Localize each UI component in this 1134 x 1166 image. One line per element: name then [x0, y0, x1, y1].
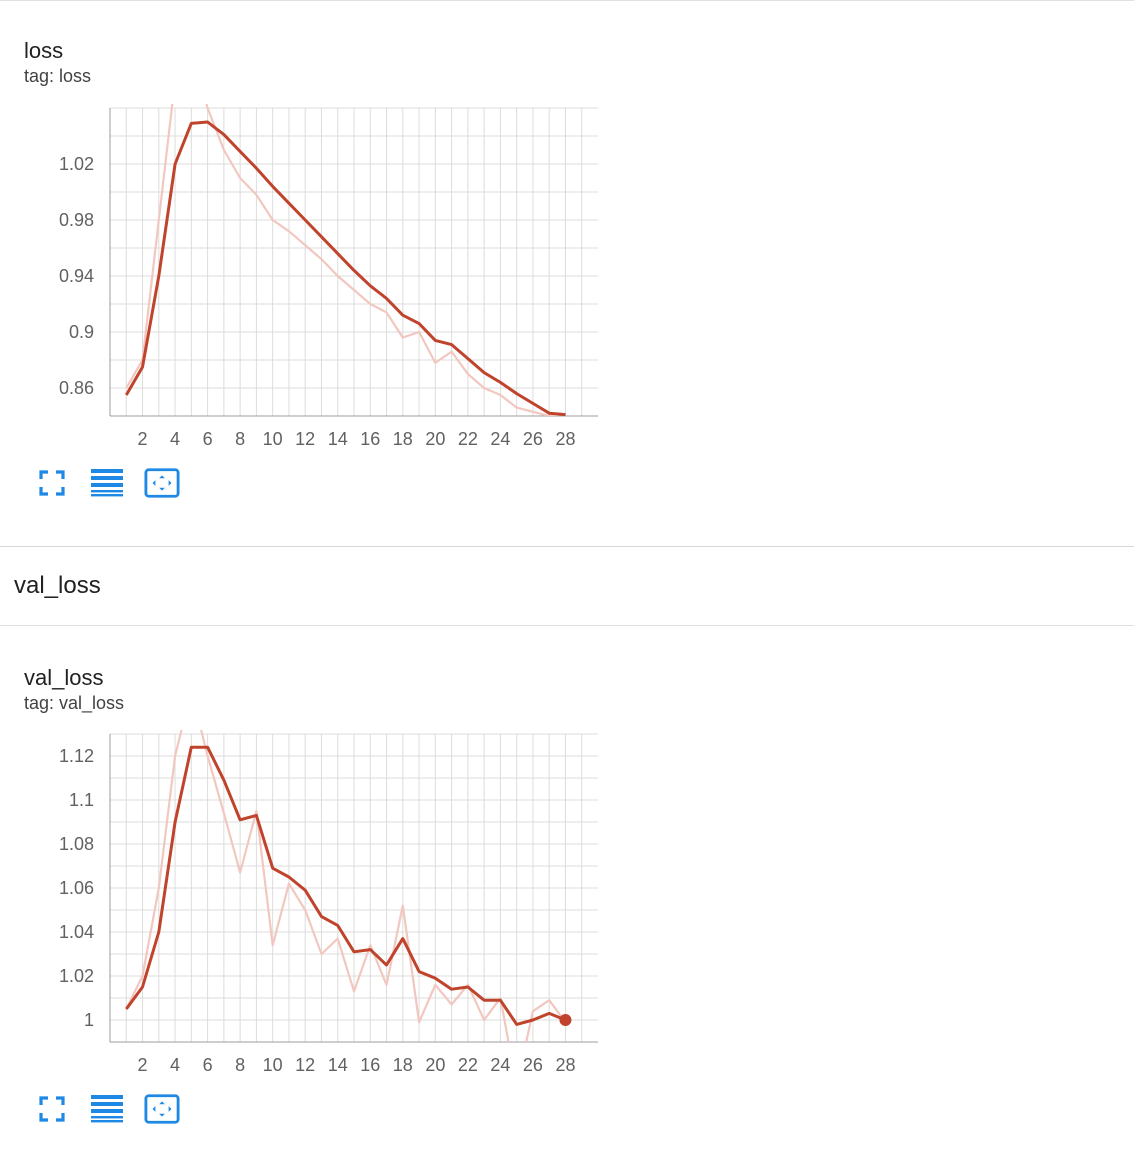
- fit-domain-icon[interactable]: [34, 1091, 70, 1127]
- y-tick-label: 1.1: [69, 790, 94, 810]
- y-tick-label: 0.86: [59, 378, 94, 398]
- x-tick-label: 12: [295, 1055, 315, 1075]
- chart-card-title: val_loss: [24, 665, 104, 690]
- x-tick-label: 22: [458, 1055, 478, 1075]
- y-tick-label: 1.02: [59, 154, 94, 174]
- x-tick-label: 4: [170, 429, 180, 449]
- reset-zoom-icon[interactable]: [144, 1091, 180, 1127]
- smoothed-series-line: [125, 745, 567, 1026]
- x-tick-label: 2: [138, 1055, 148, 1075]
- y-tick-label: 1.12: [59, 746, 94, 766]
- y-tick-label: 0.98: [59, 210, 94, 230]
- chart-card-tag: tag: val_loss: [24, 693, 125, 713]
- top-divider: [0, 0, 1134, 1]
- x-tick-label: 2: [138, 429, 148, 449]
- raw-series-line: [125, 104, 563, 416]
- y-tick-label: 0.94: [59, 266, 94, 286]
- y-tick-label: 1: [84, 1010, 94, 1030]
- y-tick-label: 0.9: [69, 322, 94, 342]
- reset-zoom-icon[interactable]: [144, 465, 180, 501]
- x-tick-label: 28: [555, 1055, 575, 1075]
- toggle-log-scale-icon[interactable]: [89, 465, 125, 501]
- x-tick-label: 24: [490, 429, 510, 449]
- x-tick-label: 10: [263, 1055, 283, 1075]
- fit-domain-icon[interactable]: [34, 465, 70, 501]
- x-tick-label: 6: [203, 429, 213, 449]
- toggle-log-scale-icon[interactable]: [89, 1091, 125, 1127]
- section-title: val_loss: [14, 572, 101, 599]
- x-tick-label: 16: [360, 429, 380, 449]
- y-tick-label: 1.04: [59, 922, 94, 942]
- y-tick-label: 1.02: [59, 966, 94, 986]
- chart-toolbar: [34, 1091, 199, 1127]
- raw-series-line: [125, 730, 567, 1042]
- x-tick-label: 16: [360, 1055, 380, 1075]
- series-group: [125, 104, 566, 416]
- y-tick-label: 1.06: [59, 878, 94, 898]
- x-tick-label: 6: [203, 1055, 213, 1075]
- x-tick-label: 26: [523, 429, 543, 449]
- val-loss-chart[interactable]: 11.021.041.061.081.11.122 4 6 8 10 12 14 16 18 20…: [0, 722, 620, 1082]
- section-divider: [0, 625, 1134, 626]
- loss-chart[interactable]: 0.860.90.940.981.022 4 6 8 10 12 14 16 18 20 22 24 2…: [0, 96, 620, 456]
- series-group: [125, 730, 567, 1042]
- chart-card-title: loss: [24, 38, 64, 63]
- x-tick-label: 12: [295, 429, 315, 449]
- x-tick-label: 14: [328, 1055, 348, 1075]
- x-tick-label: 14: [328, 429, 348, 449]
- x-tick-label: 8: [235, 429, 245, 449]
- chart-card-tag: tag: loss: [24, 66, 92, 86]
- x-tick-label: 28: [555, 429, 575, 449]
- x-tick-label: 4: [170, 1055, 180, 1075]
- x-tick-label: 18: [393, 429, 413, 449]
- x-tick-label: 26: [523, 1055, 543, 1075]
- chart-toolbar: [34, 465, 199, 501]
- x-tick-label: 20: [425, 429, 445, 449]
- y-tick-label: 1.08: [59, 834, 94, 854]
- x-tick-label: 8: [235, 1055, 245, 1075]
- section-divider: [0, 546, 1134, 547]
- x-tick-label: 10: [263, 429, 283, 449]
- x-tick-label: 22: [458, 429, 478, 449]
- x-tick-label: 18: [393, 1055, 413, 1075]
- x-tick-label: 20: [425, 1055, 445, 1075]
- last-point-marker: [559, 1014, 572, 1026]
- x-tick-label: 24: [490, 1055, 510, 1075]
- smoothed-series-line: [125, 120, 566, 416]
